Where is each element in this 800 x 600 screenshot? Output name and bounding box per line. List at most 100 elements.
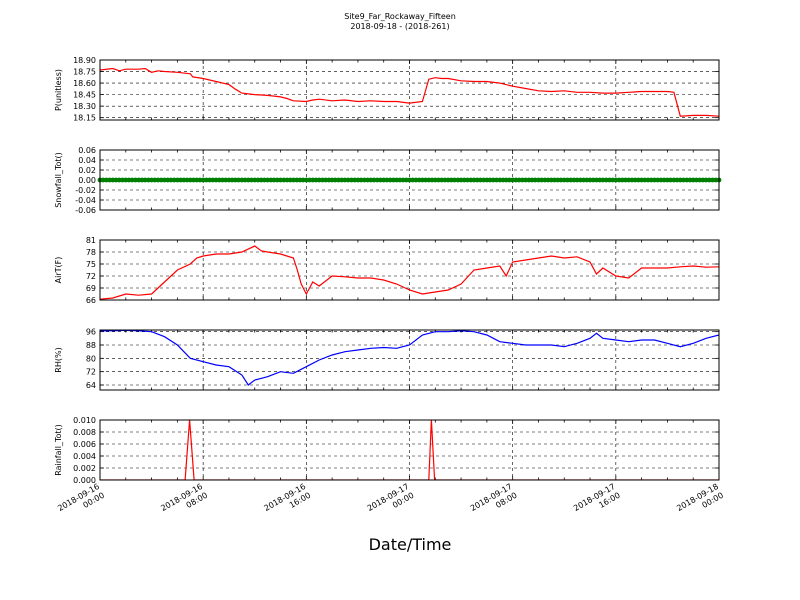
y-tick-label: 66 <box>86 296 96 305</box>
data-point <box>478 177 483 183</box>
data-point <box>197 177 203 183</box>
y-tick-label: 78 <box>86 248 96 257</box>
data-point <box>532 177 538 183</box>
x-tick-label: 2018-09-1608:00 <box>159 482 209 522</box>
y-tick-label: 0.04 <box>78 156 96 165</box>
data-point <box>681 177 686 183</box>
data-point <box>558 177 564 183</box>
y-tick-label: 64 <box>86 381 96 390</box>
y-tick-label: 69 <box>86 284 96 293</box>
y-tick-label: 0.004 <box>73 452 96 461</box>
data-point <box>384 177 390 183</box>
x-tick-label: 2018-09-1700:00 <box>366 482 416 522</box>
data-point <box>345 177 351 183</box>
data-point <box>223 177 229 183</box>
data-point <box>494 177 499 183</box>
y-tick-label: 72 <box>86 272 96 281</box>
data-point <box>519 177 525 183</box>
series-line-5 <box>100 420 719 480</box>
data-point <box>694 177 699 183</box>
x-axis-label: Date/Time <box>369 535 452 554</box>
data-point <box>236 177 242 183</box>
y-tick-label: 0.010 <box>73 416 96 425</box>
data-point <box>587 177 593 183</box>
y-tick-label: 18.30 <box>73 102 96 111</box>
data-point <box>142 177 148 183</box>
data-point <box>668 177 673 183</box>
data-point <box>249 177 254 183</box>
data-point <box>332 177 338 183</box>
panel-5: 0.000 0.002 0.004 0.006 0.008 0.010 Rainfall_T… <box>54 416 720 485</box>
y-tick-label: 0.02 <box>78 166 96 175</box>
y-tick-label: 0.002 <box>73 464 96 473</box>
data-point <box>278 177 283 183</box>
y-tick-label: 0.00 <box>78 176 96 185</box>
chart-title: Site9_Far_Rockaway_Fifteen <box>344 12 456 21</box>
data-point <box>303 177 309 183</box>
data-point <box>397 177 403 183</box>
y-tick-label: 75 <box>86 260 96 269</box>
y-tick-label: 18.15 <box>73 114 96 123</box>
x-tick-label: 2018-09-1716:00 <box>572 482 622 522</box>
data-point <box>129 177 135 183</box>
y-axis-label: Snowfall_Tot() <box>54 152 63 208</box>
data-point <box>184 177 190 183</box>
y-tick-label: 72 <box>86 368 96 377</box>
data-point <box>116 177 122 183</box>
plot-frame <box>99 329 720 391</box>
plot-frame <box>99 239 720 301</box>
plot-frame <box>99 419 720 481</box>
series-line-1 <box>100 67 719 117</box>
panel-1: 18.15 18.30 18.45 18.60 18.75 18.90 P(unitless… <box>54 56 720 123</box>
x-tick-labels: 2018-09-1600:00 2018-09-1608:00 2018-09-16… <box>56 482 725 522</box>
series-line-4 <box>100 330 719 386</box>
data-point <box>452 177 457 183</box>
data-point <box>155 177 161 183</box>
y-axis-label: Rainfall_Tot() <box>54 424 63 476</box>
x-tick-label: 2018-09-1800:00 <box>675 482 725 522</box>
y-tick-label: 0.000 <box>73 476 96 485</box>
data-point <box>291 177 296 183</box>
x-tick-label: 2018-09-1600:00 <box>56 482 106 522</box>
y-tick-label: -0.06 <box>75 206 96 215</box>
y-tick-label: 0.008 <box>73 428 96 437</box>
y-tick-label: 0.006 <box>73 440 96 449</box>
y-tick-label: -0.02 <box>75 186 96 195</box>
y-axis-label: AirT(F) <box>54 257 63 284</box>
chart-subtitle: 2018-09-18 - (2018-261) <box>350 22 449 31</box>
y-tick-label: 0.06 <box>78 146 96 155</box>
data-point <box>210 177 216 183</box>
data-point <box>574 177 580 183</box>
y-axis-label: RH(%) <box>54 347 63 372</box>
data-point <box>706 177 712 183</box>
y-tick-label: 18.90 <box>73 56 96 65</box>
series-line-3 <box>100 245 719 300</box>
data-point <box>104 177 109 183</box>
data-point <box>642 177 648 183</box>
x-tick-label: 2018-09-1616:00 <box>263 482 313 522</box>
data-point <box>426 177 432 183</box>
y-tick-label: 81 <box>86 236 96 245</box>
y-tick-label: -0.04 <box>75 196 96 205</box>
data-point <box>371 177 377 183</box>
y-tick-label: 18.60 <box>73 79 96 88</box>
data-point <box>358 177 364 183</box>
y-axis-label: P(unitless) <box>54 69 63 111</box>
y-tick-label: 88 <box>86 341 96 350</box>
data-point <box>626 177 632 183</box>
x-tick-label: 2018-09-1708:00 <box>469 482 519 522</box>
data-point <box>439 177 445 183</box>
plot-frame <box>99 149 720 211</box>
data-point <box>265 177 270 183</box>
y-tick-label: 18.75 <box>73 68 96 77</box>
panels: 18.15 18.30 18.45 18.60 18.75 18.90 P(unitless… <box>54 56 722 485</box>
data-point <box>465 177 470 183</box>
data-point <box>655 177 661 183</box>
panel-2: -0.06-0.04-0.020.000.020.040.06 Snowfall_… <box>54 146 722 215</box>
panel-3: 66 69 72 75 78 81 AirT(F) <box>54 236 720 305</box>
data-point <box>613 177 619 183</box>
plot-frame <box>99 59 720 121</box>
data-point <box>413 177 419 183</box>
data-point <box>507 177 512 183</box>
